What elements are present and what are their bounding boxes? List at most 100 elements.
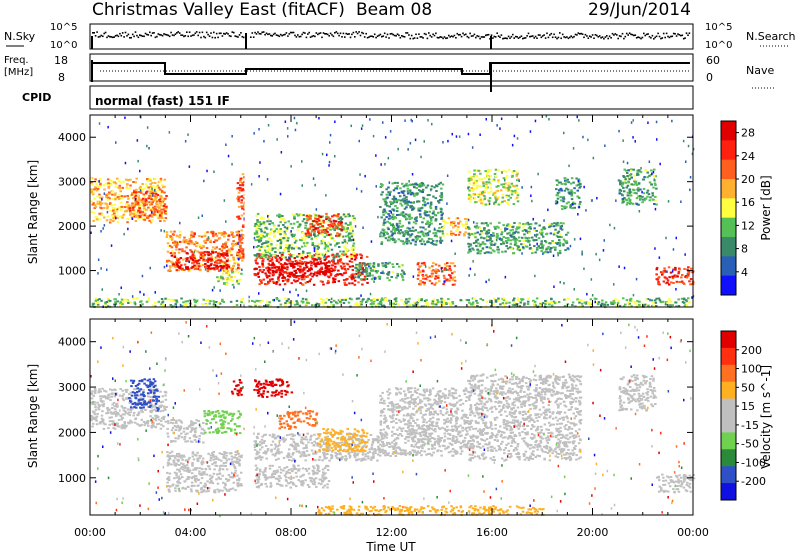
echo-cell [295, 213, 299, 216]
echo-cell [225, 267, 229, 270]
echo-cell [253, 268, 256, 271]
echo-cell [475, 244, 478, 247]
echo-cell [651, 198, 654, 201]
echo-cell [313, 254, 316, 257]
echo-cell [386, 276, 389, 279]
echo-cell [111, 206, 114, 209]
echo-cell [625, 299, 629, 302]
echo-cell [540, 233, 544, 236]
echo-cell [227, 271, 230, 274]
noise-cell [323, 254, 326, 258]
echo-cell [371, 302, 374, 305]
echo-cell [313, 245, 316, 247]
echo-cell [241, 183, 245, 186]
echo-cell [327, 269, 331, 272]
echo-cell [388, 239, 391, 242]
nsky-sample [672, 32, 675, 35]
echo-cell [286, 244, 289, 246]
echo-cell [90, 181, 93, 184]
echo-cell [156, 194, 160, 196]
noise-cell [334, 155, 336, 158]
echo-cell [272, 225, 276, 228]
echo-cell [348, 275, 352, 278]
echo-cell [689, 283, 692, 286]
echo-cell [334, 274, 338, 277]
noise-cell [141, 274, 144, 278]
echo-cell [439, 241, 442, 244]
nsky-sample [641, 36, 644, 39]
nsky-sample [617, 37, 619, 40]
echo-cell [339, 217, 342, 220]
echo-cell [301, 275, 305, 278]
echo-cell [367, 297, 370, 300]
echo-cell [201, 255, 204, 258]
echo-cell [399, 199, 403, 202]
echo-cell [91, 303, 95, 306]
echo-cell [357, 297, 361, 300]
echo-cell [300, 214, 303, 216]
echo-cell [443, 269, 446, 271]
echo-cell [478, 245, 482, 248]
noise-cell [603, 239, 605, 242]
echo-cell [300, 274, 303, 277]
nsky-sample [195, 31, 198, 33]
nsky-sample [181, 34, 184, 36]
nsky-sample [557, 36, 560, 39]
echo-cell [303, 278, 306, 281]
echo-cell [404, 200, 407, 203]
echo-cell [466, 226, 470, 229]
echo-cell [290, 271, 294, 274]
nsky-sample [319, 32, 322, 34]
echo-cell [266, 249, 269, 252]
noise-cell [329, 141, 331, 144]
echo-cell [395, 201, 399, 204]
echo-cell [405, 238, 409, 241]
echo-cell [355, 263, 358, 266]
echo-cell [158, 207, 161, 210]
echo-cell [123, 298, 127, 301]
echo-cell [618, 304, 622, 307]
echo-cell [300, 245, 304, 248]
echo-cell [427, 225, 431, 228]
echo-cell [236, 256, 240, 259]
echo-cell [486, 191, 490, 194]
echo-cell [562, 205, 566, 208]
echo-cell [111, 193, 114, 196]
echo-cell [110, 180, 113, 183]
echo-cell [324, 267, 327, 270]
echo-cell [488, 239, 491, 242]
echo-cell [302, 273, 305, 276]
nsky-sample [113, 36, 115, 38]
echo-cell [148, 178, 151, 180]
echo-cell [450, 223, 453, 226]
echo-cell [160, 201, 164, 204]
echo-cell [364, 277, 368, 280]
noise-cell [423, 140, 425, 143]
echo-cell [412, 207, 416, 210]
echo-cell [184, 300, 188, 303]
echo-cell [322, 229, 326, 231]
echo-cell [483, 176, 487, 179]
echo-cell [354, 273, 358, 275]
echo-cell [153, 213, 157, 216]
nsky-sample [420, 36, 423, 38]
echo-cell [350, 226, 353, 229]
echo-cell [273, 254, 276, 257]
echo-region [416, 261, 457, 286]
echo-cell [440, 208, 443, 211]
echo-cell [655, 266, 659, 269]
echo-cell [552, 233, 556, 236]
echo-cell [175, 248, 178, 251]
echo-cell [96, 185, 100, 188]
echo-cell [215, 301, 218, 303]
echo-cell [451, 277, 455, 279]
echo-cell [489, 242, 492, 245]
echo-cell [308, 256, 311, 259]
echo-cell [233, 262, 236, 265]
echo-cell [654, 175, 657, 178]
echo-region [442, 217, 469, 237]
echo-cell [383, 231, 386, 234]
echo-cell [193, 243, 196, 246]
echo-cell [261, 263, 264, 266]
echo-cell [651, 194, 655, 197]
